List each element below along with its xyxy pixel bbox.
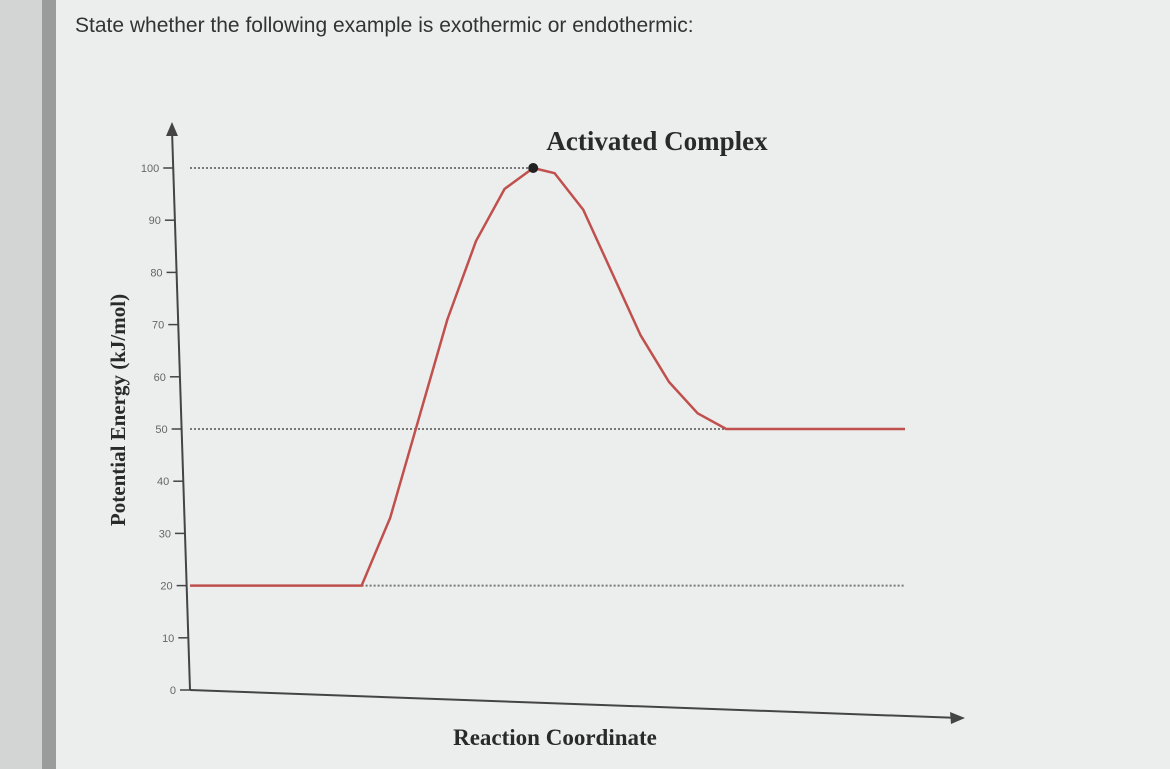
y-axis-label: Potential Energy (kJ/mol) — [106, 294, 130, 526]
y-tick-label: 20 — [160, 581, 172, 593]
energy-curve — [190, 166, 905, 587]
y-axis-arrow — [166, 122, 178, 136]
x-axis-label: Reaction Coordinate — [453, 725, 657, 750]
y-tick-label: 30 — [159, 528, 171, 540]
x-axis — [189, 689, 961, 719]
y-tick-label: 0 — [170, 685, 176, 697]
side-bar — [42, 0, 56, 769]
y-axis — [171, 129, 191, 691]
y-tick-label: 40 — [157, 476, 169, 488]
y-tick-label: 60 — [154, 372, 166, 384]
question: State whether the following example is e… — [75, 14, 694, 37]
x-axis-arrow — [950, 712, 965, 724]
y-tick-label: 70 — [152, 320, 164, 332]
peak-marker — [528, 163, 539, 173]
side-panel — [0, 0, 42, 769]
annotation: Activated Complex — [546, 126, 768, 156]
y-tick-label: 100 — [141, 163, 159, 175]
y-tick-label: 90 — [149, 215, 161, 227]
y-tick-label: 50 — [155, 424, 167, 436]
y-tick-label: 80 — [150, 267, 162, 279]
y-tick-label: 10 — [162, 633, 174, 645]
